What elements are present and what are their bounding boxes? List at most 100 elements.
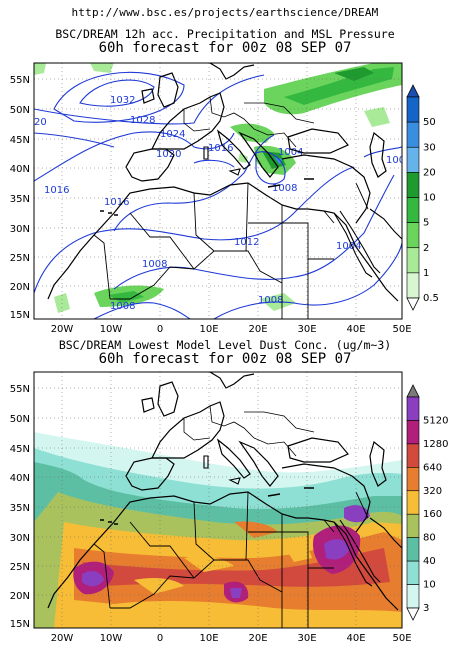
precip-graticule [34, 63, 402, 319]
dust-plume [34, 432, 402, 628]
dust-y-axis: 55N 50N 45N 40N 35N 30N 25N 20N 15N [10, 384, 30, 630]
dust-colorbar: 5120 1280 640 320 160 80 40 10 3 [406, 384, 448, 621]
lat-tick: 25N [10, 562, 30, 573]
precip-patches [34, 63, 402, 313]
colorbar-label: 10 [423, 580, 436, 591]
lat-tick: 15N [10, 310, 30, 321]
isobar-label: 1016 [44, 185, 69, 196]
colorbar-label: 30 [423, 142, 436, 153]
lon-tick: 20W [51, 633, 74, 644]
isobar-label: 1032 [110, 95, 135, 106]
precip-title: BSC/DREAM 12h acc. Precipitation and MSL… [55, 27, 395, 41]
lat-tick: 30N [10, 533, 30, 544]
colorbar-swatch [406, 396, 420, 421]
lat-tick: 40N [10, 473, 30, 484]
lon-tick: 0 [157, 324, 163, 335]
lon-tick: 20E [248, 324, 267, 335]
isobar-label: 1016 [208, 143, 233, 154]
isobar-label: 1016 [104, 197, 129, 208]
colorbar-swatch [406, 247, 420, 274]
colorbar-swatch [406, 272, 420, 299]
colorbar-bottom-arrow [406, 297, 420, 311]
colorbar-swatch [406, 490, 420, 515]
lon-tick: 30E [297, 324, 316, 335]
isobar-label: 1008 [258, 295, 283, 306]
isobar-label: 1004 [336, 241, 361, 252]
lon-tick: 0 [157, 633, 163, 644]
colorbar-label: 3 [423, 603, 429, 614]
lat-tick: 35N [10, 194, 30, 205]
lat-tick: 50N [10, 105, 30, 116]
colorbar-label: 1 [423, 268, 429, 279]
colorbar-swatch [406, 121, 420, 148]
lon-tick: 40E [346, 633, 365, 644]
lat-tick: 55N [10, 384, 30, 395]
isobar-labels: 1032 1028 1024 1020 1016 1012 1008 1004 … [34, 95, 405, 312]
colorbar-swatch [406, 513, 420, 538]
isobar-label: 1028 [130, 115, 155, 126]
colorbar-label: 10 [423, 193, 436, 204]
precip-colorbar: 50 30 20 10 5 2 1 0.5 [406, 84, 439, 311]
lat-tick: 55N [10, 75, 30, 86]
precip-x-axis: 20W 10W 0 10E 20E 30E 40E 50E [51, 324, 412, 335]
colorbar-swatch [406, 146, 420, 173]
colorbar-label: 0.5 [423, 293, 439, 304]
colorbar-swatch [406, 172, 420, 198]
lat-tick: 20N [10, 282, 30, 293]
isobar-label: 1004 [278, 147, 303, 158]
colorbar-swatch [406, 96, 420, 123]
lon-tick: 10E [199, 633, 218, 644]
colorbar-swatch [406, 222, 420, 249]
lon-tick: 30E [297, 633, 316, 644]
colorbar-swatch [406, 560, 420, 585]
colorbar-label: 20 [423, 167, 436, 178]
lon-tick: 10W [100, 324, 123, 335]
colorbar-label: 5120 [423, 415, 448, 426]
lon-tick: 10W [100, 633, 123, 644]
colorbar-top-arrow [406, 384, 420, 398]
dust-title: BSC/DREAM Lowest Model Level Dust Conc. … [58, 338, 392, 352]
colorbar-label: 50 [423, 117, 436, 128]
lon-tick: 50E [392, 633, 411, 644]
isobar-label: 100 [386, 155, 405, 166]
precip-map: 1032 1028 1024 1020 1016 1012 1008 1004 … [10, 62, 439, 335]
dust-forecast-time: 60h forecast for 00z 08 SEP 07 [98, 351, 352, 367]
isobar-label: 1008 [272, 183, 297, 194]
lat-tick: 20N [10, 591, 30, 602]
isobar-label: 1008 [142, 259, 167, 270]
colorbar-label: 160 [423, 509, 442, 520]
lon-tick: 50E [392, 324, 411, 335]
colorbar-swatch [406, 443, 420, 468]
precip-y-axis: 55N 50N 45N 40N 35N 30N 25N 20N 15N [10, 75, 30, 321]
colorbar-label: 5 [423, 218, 429, 229]
precip-forecast-time: 60h forecast for 00z 08 SEP 07 [98, 40, 352, 56]
colorbar-swatch [406, 537, 420, 562]
dust-x-axis: 20W 10W 0 10E 20E 30E 40E 50E [51, 633, 412, 644]
lat-tick: 30N [10, 224, 30, 235]
lat-tick: 25N [10, 253, 30, 264]
colorbar-label: 1280 [423, 439, 448, 450]
lat-tick: 35N [10, 503, 30, 514]
lat-tick: 45N [10, 135, 30, 146]
colorbar-swatch [406, 420, 420, 445]
colorbar-swatch [406, 467, 420, 492]
colorbar-swatch [406, 584, 420, 609]
lat-tick: 40N [10, 164, 30, 175]
isobar-label: 1020 [156, 149, 181, 160]
colorbar-label: 320 [423, 486, 442, 497]
lat-tick: 50N [10, 414, 30, 425]
isobar-label: 1024 [160, 129, 185, 140]
colorbar-bottom-arrow [406, 607, 420, 621]
lat-tick: 15N [10, 619, 30, 630]
colorbar-label: 80 [423, 533, 436, 544]
colorbar-label: 40 [423, 556, 436, 567]
colorbar-label: 640 [423, 462, 442, 473]
lon-tick: 40E [346, 324, 365, 335]
isobar-label: 20 [34, 117, 47, 128]
source-url: http://www.bsc.es/projects/earthscience/… [71, 6, 379, 19]
isobar-label: 1012 [234, 237, 259, 248]
lon-tick: 20E [248, 633, 267, 644]
lon-tick: 20W [51, 324, 74, 335]
colorbar-swatch [406, 197, 420, 223]
